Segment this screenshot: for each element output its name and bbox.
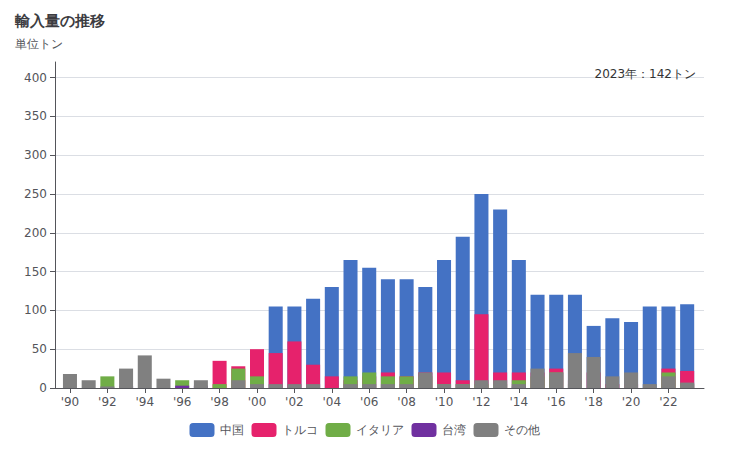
- svg-text:輸入量の推移: 輸入量の推移: [14, 12, 105, 30]
- svg-text:'10: '10: [435, 395, 454, 409]
- svg-text:300: 300: [24, 148, 47, 162]
- svg-text:350: 350: [24, 109, 47, 123]
- svg-text:250: 250: [24, 187, 47, 201]
- svg-text:'22: '22: [659, 395, 678, 409]
- svg-text:400: 400: [24, 71, 47, 85]
- svg-text:'94: '94: [135, 395, 154, 409]
- svg-text:トルコ: トルコ: [282, 423, 318, 437]
- svg-text:'00: '00: [248, 395, 267, 409]
- svg-text:'14: '14: [510, 395, 529, 409]
- svg-text:単位トン: 単位トン: [15, 37, 63, 51]
- svg-text:2023年：142トン: 2023年：142トン: [595, 67, 696, 81]
- svg-text:台湾: 台湾: [442, 423, 466, 437]
- svg-text:'18: '18: [584, 395, 603, 409]
- svg-text:'90: '90: [61, 395, 80, 409]
- svg-text:150: 150: [24, 265, 47, 279]
- svg-text:'98: '98: [210, 395, 229, 409]
- svg-text:100: 100: [24, 303, 47, 317]
- svg-text:イタリア: イタリア: [356, 423, 404, 437]
- svg-text:'04: '04: [323, 395, 342, 409]
- svg-text:その他: その他: [504, 423, 540, 437]
- svg-text:'06: '06: [360, 395, 379, 409]
- svg-text:200: 200: [24, 226, 47, 240]
- svg-text:'02: '02: [285, 395, 304, 409]
- svg-text:中国: 中国: [220, 423, 244, 437]
- svg-text:'16: '16: [547, 395, 566, 409]
- svg-text:'08: '08: [397, 395, 416, 409]
- svg-text:'92: '92: [98, 395, 117, 409]
- svg-text:'20: '20: [622, 395, 641, 409]
- svg-text:'12: '12: [472, 395, 491, 409]
- svg-text:0: 0: [39, 381, 47, 395]
- svg-text:50: 50: [32, 342, 47, 356]
- svg-text:'96: '96: [173, 395, 192, 409]
